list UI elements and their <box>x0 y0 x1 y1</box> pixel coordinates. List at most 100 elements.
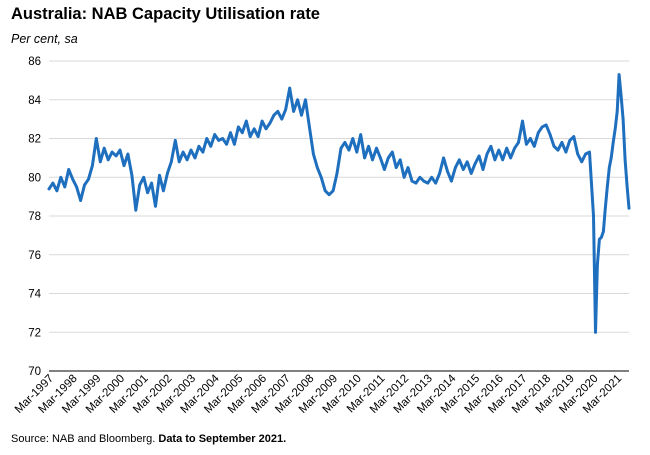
data-point <box>335 172 339 175</box>
data-point <box>552 145 556 148</box>
data-point <box>556 148 560 152</box>
data-point <box>327 193 331 196</box>
data-point <box>497 148 501 152</box>
data-point <box>106 158 110 162</box>
data-point <box>619 94 623 98</box>
data-point <box>617 73 621 76</box>
data-point <box>47 187 51 191</box>
data-point <box>245 119 248 123</box>
data-point <box>458 158 461 162</box>
data-point <box>260 119 264 123</box>
data-point <box>533 145 536 148</box>
data-point <box>241 131 244 134</box>
data-point <box>296 98 299 102</box>
data-point <box>221 137 224 140</box>
y-tick-label: 76 <box>28 250 41 262</box>
data-point <box>600 236 603 239</box>
data-point <box>363 156 366 160</box>
data-point <box>316 166 319 169</box>
data-point <box>83 183 86 187</box>
data-point <box>602 230 605 233</box>
series-layer <box>47 73 631 334</box>
series-points <box>47 73 631 334</box>
y-tick-label: 80 <box>28 172 41 184</box>
data-point <box>177 160 181 164</box>
data-point <box>359 133 363 136</box>
data-point <box>473 162 477 165</box>
data-point <box>509 156 512 160</box>
data-point <box>146 191 149 194</box>
data-point <box>592 214 595 218</box>
data-point <box>181 150 185 154</box>
data-point <box>501 158 505 162</box>
data-point <box>391 150 394 154</box>
data-point <box>237 125 240 129</box>
data-point <box>343 141 347 144</box>
data-period-note: Data to September 2021. <box>158 433 287 445</box>
data-point <box>505 146 509 150</box>
source-note: Source: NAB and Bloomberg. Data to Septe… <box>11 433 286 445</box>
x-axis-ticks: Mar-1997Mar-1998Mar-1999Mar-2000Mar-2001… <box>13 372 624 416</box>
data-point <box>481 168 485 171</box>
y-tick-label: 82 <box>28 134 41 146</box>
data-point <box>308 125 311 129</box>
data-point <box>450 179 453 183</box>
data-point <box>426 181 430 185</box>
data-point <box>233 143 236 146</box>
y-tick-label: 72 <box>28 327 41 339</box>
data-point <box>134 208 138 212</box>
data-point <box>256 135 260 138</box>
data-point <box>394 166 398 169</box>
data-point <box>540 125 544 129</box>
data-point <box>454 166 457 169</box>
data-point <box>355 150 359 154</box>
data-point <box>276 110 280 113</box>
data-point <box>158 174 161 177</box>
data-point <box>63 185 67 189</box>
data-point <box>383 168 386 171</box>
data-point <box>623 158 627 162</box>
data-point <box>323 189 327 193</box>
data-point <box>118 148 122 152</box>
data-point <box>564 150 568 154</box>
y-axis-ticks: 70 72 74 76 78 80 82 84 86 <box>28 56 41 378</box>
data-point <box>608 166 611 169</box>
data-point <box>87 177 90 181</box>
data-point <box>465 160 469 164</box>
data-point <box>79 199 82 202</box>
data-point <box>319 176 323 179</box>
data-point <box>71 177 74 181</box>
data-point <box>174 139 177 142</box>
data-point <box>485 152 489 156</box>
data-point <box>387 156 390 160</box>
data-point <box>304 98 307 102</box>
data-point <box>205 137 209 140</box>
data-point <box>209 145 213 148</box>
data-point <box>284 108 288 111</box>
data-point <box>51 181 55 185</box>
data-point <box>142 176 145 179</box>
data-point <box>367 145 370 148</box>
data-point <box>572 135 576 138</box>
data-point <box>442 156 445 160</box>
data-point <box>402 176 406 179</box>
data-point <box>625 183 629 187</box>
data-point <box>568 139 572 142</box>
data-point <box>371 158 374 162</box>
gridlines <box>49 60 629 333</box>
data-point <box>434 181 438 185</box>
data-point <box>598 238 601 241</box>
data-point <box>339 146 343 150</box>
data-point <box>406 166 410 169</box>
data-point <box>422 179 426 183</box>
data-point <box>606 185 609 189</box>
data-point <box>621 117 625 121</box>
data-point <box>525 143 528 146</box>
data-point <box>560 141 564 144</box>
data-point <box>521 119 524 123</box>
source-text: Source: NAB and Bloomberg. <box>11 433 156 445</box>
data-point <box>544 123 548 127</box>
data-point <box>548 133 552 136</box>
data-point <box>584 152 587 156</box>
data-point <box>375 146 378 150</box>
